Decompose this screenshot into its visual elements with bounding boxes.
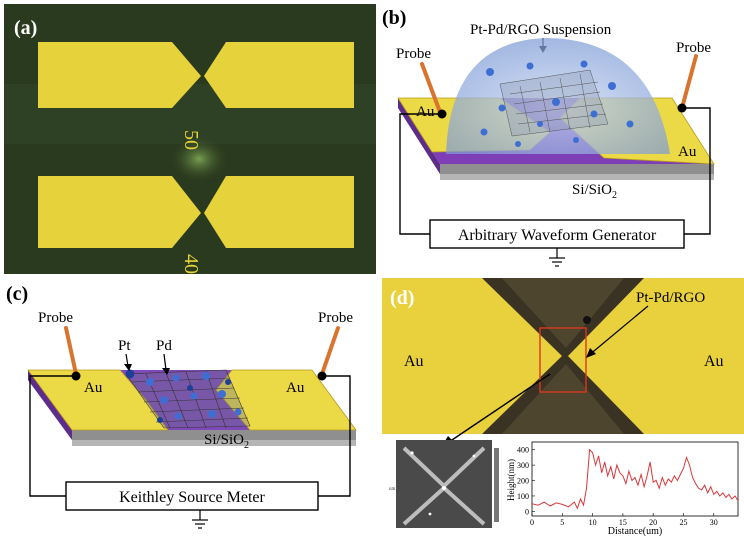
optical-glow [169, 135, 229, 183]
pd-label: Pd [156, 338, 172, 354]
probe-right-icon [320, 326, 340, 376]
ground-icon [549, 248, 565, 267]
probe-left-label: Probe [38, 310, 73, 326]
suspension-dome [446, 38, 670, 154]
profile-y-axis-label: Height(nm) [506, 459, 516, 501]
panel-d-sem-afm: (d) Pt-Pd/RGO Au Au um 400 300 200 100 0 0 5 1… [382, 278, 744, 536]
x-tick-label: 0 [530, 518, 534, 527]
gap-label-50: 50 [180, 130, 202, 150]
wire-right [318, 375, 351, 497]
wire-right [682, 107, 711, 235]
x-tick-label: 25 [679, 518, 687, 527]
y-tick-label: 200 [517, 477, 529, 486]
pt-label: Pt [118, 338, 131, 354]
probe-left-label: Probe [396, 46, 431, 62]
panel-c-measurement-schematic: (c) Pt Pd Probe [0, 278, 378, 536]
x-tick-label: 5 [560, 518, 564, 527]
plot-area [531, 441, 739, 517]
substrate-label: Si/SiO2 [572, 182, 617, 201]
substrate-front [440, 164, 714, 174]
suspension-label: Pt-Pd/RGO Suspension [470, 22, 612, 38]
electrode-upper-left [38, 42, 201, 108]
electrode-right [215, 369, 357, 431]
electrode-left-label: Au [404, 353, 424, 370]
profile-series-line [531, 448, 739, 510]
pd-nanoparticles [146, 372, 242, 420]
y-tick-label: 300 [517, 461, 529, 470]
electrode-upper-right [204, 42, 354, 108]
pd-arrow-icon [162, 368, 170, 375]
panel-b-label: (b) [382, 7, 406, 29]
x-tick-label: 30 [710, 518, 718, 527]
pt-nanoparticles [125, 369, 231, 423]
nanoparticles [480, 60, 634, 147]
selection-box [539, 327, 587, 393]
substrate-label: Si/SiO2 [204, 432, 249, 451]
afm-axis-label: um [389, 487, 396, 492]
panel-a-svg: (a) 50 40 [4, 4, 376, 274]
electrode-left-label: Au [84, 380, 103, 396]
probe-left-icon [64, 326, 78, 376]
panel-b-svg: (b) Pt-Pd/RGO Suspension Probe [382, 7, 715, 267]
instrument-box [65, 481, 319, 511]
probe-right-label: Probe [676, 40, 711, 56]
panel-d-svg: (d) Pt-Pd/RGO Au Au um 400 300 200 100 0 0 5 1… [382, 278, 744, 536]
electrode-right-label: Au [678, 144, 697, 160]
panel-c-svg: (c) Pt Pd Probe [6, 283, 357, 529]
x-tick-label: 10 [589, 518, 597, 527]
panel-a-label: (a) [14, 17, 37, 39]
instrument-label: Keithley Source Meter [119, 489, 265, 506]
panel-d-label: (d) [390, 287, 414, 309]
y-tick-label: 100 [517, 492, 529, 501]
substrate-front [72, 430, 356, 440]
y-tick-label: 0 [525, 507, 529, 516]
electrode-right-label: Au [286, 380, 305, 396]
gap-dark-region [482, 278, 644, 434]
x-tick-label: 20 [649, 518, 657, 527]
electrode-left-label: Au [416, 104, 435, 120]
wire-left [399, 113, 442, 235]
profile-x-axis-label: Distance(um) [608, 526, 662, 536]
electrode-lower-left [38, 176, 201, 248]
probe-right-label: Probe [318, 310, 353, 326]
y-tick-label: 400 [517, 446, 529, 455]
material-arrow-icon [586, 348, 596, 358]
height-profile-chart: 400 300 200 100 0 0 5 10 15 20 25 30 Height(nm) Di… [506, 441, 739, 536]
x-tick-label: 15 [619, 518, 627, 527]
electrode-lower-right [204, 176, 354, 248]
panel-b-dep-schematic: (b) Pt-Pd/RGO Suspension Probe [380, 4, 744, 274]
material-label: Pt-Pd/RGO [636, 290, 705, 306]
electrode-left [27, 369, 169, 431]
rgo-network [125, 369, 251, 429]
panel-c-label: (c) [6, 283, 28, 305]
electrode-right-label: Au [704, 353, 724, 370]
probe-right-icon [680, 54, 698, 110]
instrument-label: Arbitrary Waveform Generator [458, 227, 657, 244]
instrument-box [429, 219, 685, 249]
ground-icon [192, 510, 208, 529]
probe-left-icon [420, 62, 442, 114]
pt-arrow-icon [124, 364, 132, 371]
wire-left [29, 375, 76, 497]
gap-label-40: 40 [180, 254, 202, 274]
panel-a-optical-image: (a) 50 40 [4, 4, 376, 274]
afm-inset: um [389, 440, 499, 528]
